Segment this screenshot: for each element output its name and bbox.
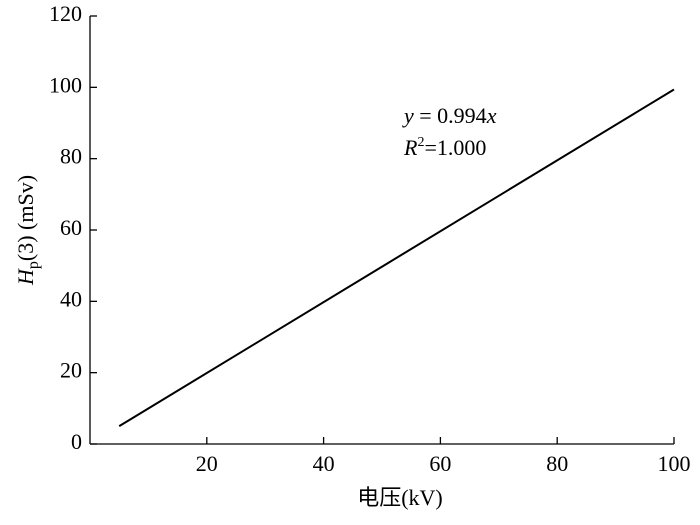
annotation: y = 0.994x [402, 103, 497, 128]
y-tick-label: 40 [60, 286, 82, 311]
y-tick-label: 20 [60, 358, 82, 383]
x-tick-label: 100 [658, 451, 691, 476]
y-label-part: p [25, 261, 42, 269]
y-tick-label: 80 [60, 144, 82, 169]
annotation-part: y [402, 103, 414, 128]
x-tick-label: 20 [196, 451, 218, 476]
y-tick-label: 120 [49, 1, 82, 26]
annotation-part: x [486, 103, 497, 128]
annotation-part: R [403, 135, 418, 160]
x-axis-label: 电压(kV) [357, 485, 443, 510]
y-tick-label: 60 [60, 215, 82, 240]
x-tick-label: 60 [429, 451, 451, 476]
y-tick-label: 0 [71, 429, 82, 454]
y-tick-label: 100 [49, 72, 82, 97]
annotation: R2=1.000 [403, 135, 486, 160]
y-label-part: (3) (mSv) [13, 175, 38, 261]
line [118, 88, 675, 428]
x-tick-label: 80 [546, 451, 568, 476]
annotation-part: =1.000 [424, 135, 486, 160]
y-label-part: H [13, 268, 38, 286]
y-axis-label: Hp(3) (mSv) [13, 175, 42, 286]
x-tick-label: 40 [313, 451, 335, 476]
annotation-part: 2 [417, 135, 424, 150]
annotation-part: = 0.994 [414, 103, 487, 128]
